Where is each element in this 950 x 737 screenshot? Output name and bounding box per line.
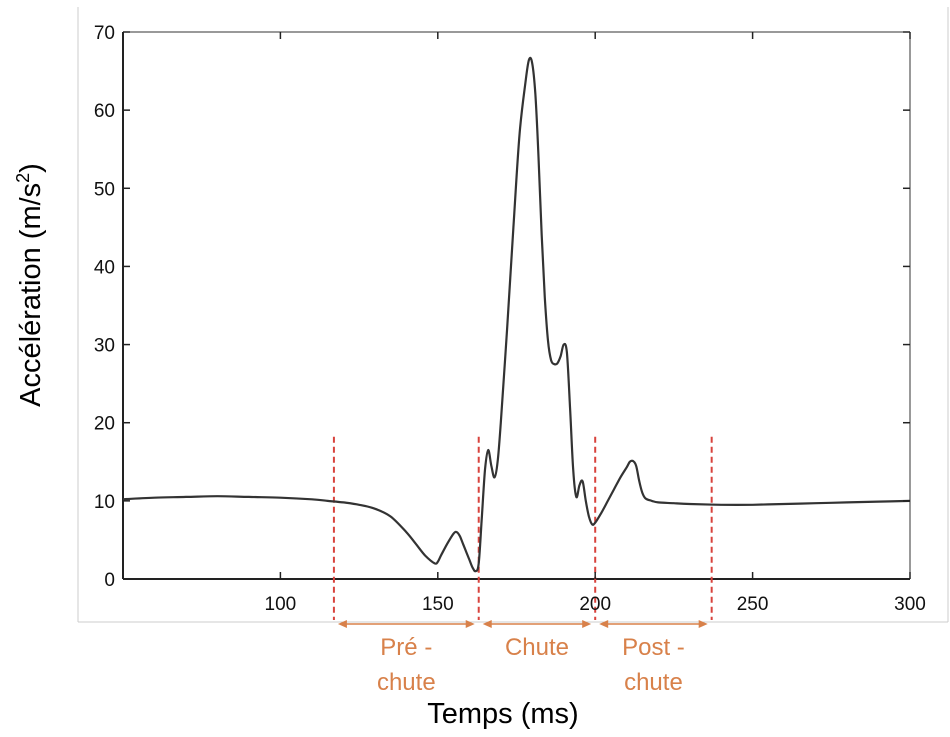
- phase-annotations: Pré - chute Chute Post - chute: [337, 620, 708, 696]
- x-tick-label: 150: [422, 594, 454, 615]
- y-axis-title: Accélération (m/s2): [13, 163, 47, 407]
- phase-arrow-head-right: [465, 620, 475, 628]
- series-layer: [122, 56, 911, 573]
- phase-arrow-head-right: [582, 620, 592, 628]
- phase-arrow-head-left: [482, 620, 492, 628]
- x-tick-label: 300: [894, 594, 926, 615]
- y-tick-label: 20: [94, 414, 115, 435]
- y-tick-label: 10: [94, 492, 115, 513]
- series-line: [122, 56, 911, 573]
- y-tick-label: 60: [94, 101, 115, 122]
- x-tick-label: 100: [265, 594, 297, 615]
- y-axis-title-end: ): [15, 163, 47, 173]
- y-tick-label: 0: [104, 570, 115, 591]
- x-tick-label: 250: [737, 594, 769, 615]
- y-tick-label: 50: [94, 179, 115, 200]
- phase-arrow-head-left: [337, 620, 347, 628]
- phase-label-line1: Chute: [505, 634, 569, 661]
- phase-boundaries: [332, 436, 713, 620]
- phase-arrow-head-right: [698, 620, 708, 628]
- y-tick-label: 30: [94, 336, 115, 357]
- plot-frame: [77, 7, 949, 623]
- ticks: 0 10 20 30 40 50 60 70 100 150 200 250 300: [94, 23, 926, 615]
- phase-label-line1: Post -: [622, 634, 685, 661]
- phase-label-line1: Pré -: [380, 634, 432, 661]
- y-axis-title-main: Accélération (m/s: [15, 183, 47, 407]
- y-axis-title-superscript: 2: [13, 173, 33, 183]
- x-tick-label: 200: [579, 594, 611, 615]
- phase-arrow-head-left: [599, 620, 609, 628]
- y-tick-label: 40: [94, 257, 115, 278]
- y-tick-label: 70: [94, 23, 115, 44]
- phase-label-line2: chute: [377, 669, 436, 696]
- x-axis-title: Temps (ms): [427, 698, 578, 730]
- phase-label-line2: chute: [624, 669, 683, 696]
